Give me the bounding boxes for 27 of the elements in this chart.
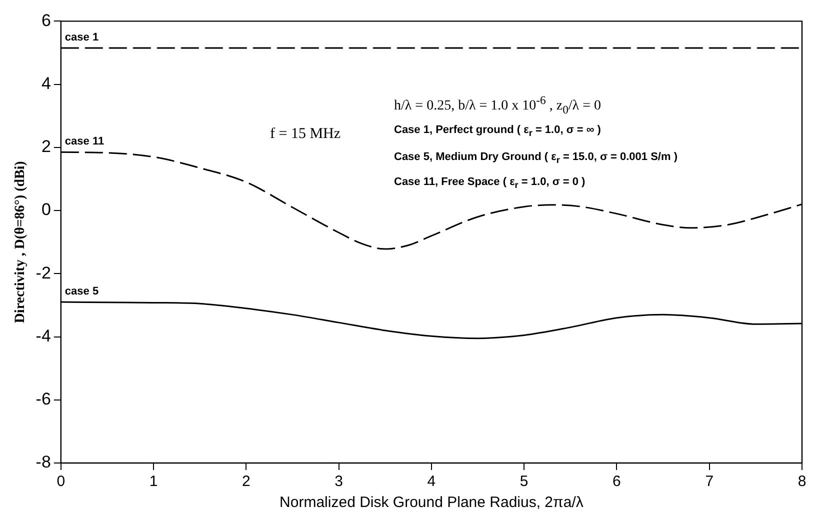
annotation: h/λ = 0.25, b/λ = 1.0 x 10$^{-6}$ , z$_{0}$/λ = 0: [394, 94, 601, 116]
y-axis-title: Directivity , D(θ=86°) (dBi): [13, 160, 28, 324]
annotation: Case 11, Free Space ( ε$_{r}$ = 1.0, σ = 0 ): [394, 176, 586, 190]
x-tick-label: 5: [520, 473, 528, 490]
annotation: case 5: [64, 286, 99, 298]
x-tick-label: 2: [242, 473, 250, 490]
x-tick-label: 3: [334, 473, 343, 490]
y-tick-label: -6: [36, 390, 51, 409]
x-tick-label: 4: [427, 473, 436, 490]
annotation: case 1: [64, 32, 99, 44]
x-tick-label: 1: [149, 473, 158, 490]
x-tick-label: 6: [612, 473, 621, 490]
y-tick-label: 0: [41, 200, 51, 220]
x-tick-label: 7: [705, 473, 714, 490]
annotation: Case 5, Medium Dry Ground ( ε$_{r}$ = 15.0, σ = 0.001 S/m ): [394, 151, 678, 166]
y-tick-label: 6: [41, 10, 51, 30]
x-axis-title: Normalized Disk Ground Plane Radius, 2πa/λ: [280, 494, 584, 512]
annotation: case 11: [64, 136, 104, 148]
y-tick-label: -8: [36, 452, 51, 472]
x-tick-label: 0: [56, 473, 66, 490]
y-tick-label: -2: [36, 263, 51, 282]
y-tick-label: 4: [41, 74, 51, 93]
x-tick-label: 8: [798, 473, 806, 490]
annotation: Case 1, Perfect ground ( ε$_{r}$ = 1.0, σ = ∞ ): [394, 124, 601, 138]
y-tick-label: 2: [41, 137, 51, 156]
y-tick-label: -4: [36, 326, 51, 346]
annotation: f = 15 MHz: [270, 126, 341, 143]
